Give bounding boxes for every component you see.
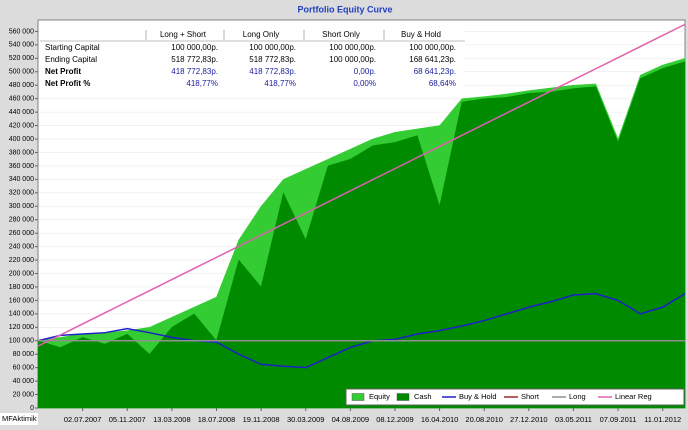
table-cell: 100 000,00р. <box>409 43 456 52</box>
table-cell: 68 641,23р. <box>414 67 456 76</box>
x-tick-label: 02.07.2007 <box>64 415 102 424</box>
y-tick-label: 200 000 <box>9 270 34 277</box>
y-tick-label: 380 000 <box>9 149 34 156</box>
y-tick-label: 320 000 <box>9 190 34 197</box>
summary-table: Long + Short Long Only Short Only Buy & Hol… <box>40 28 465 92</box>
x-tick-label: 19.11.2008 <box>243 415 280 424</box>
chart-title: Portfolio Equity Curve <box>297 4 392 14</box>
legend-label: Long <box>569 392 586 401</box>
legend-label: Short <box>521 392 540 401</box>
y-tick-label: 440 000 <box>9 109 34 116</box>
y-tick-label: 60 000 <box>13 364 35 371</box>
y-tick-label: 420 000 <box>9 122 34 129</box>
table-header: Short Only <box>322 30 360 39</box>
table-cell: 100 000,00р. <box>171 43 218 52</box>
row-label: Starting Capital <box>45 43 100 52</box>
y-tick-label: 260 000 <box>9 230 34 237</box>
legend-swatch <box>351 393 365 401</box>
table-header: Long + Short <box>160 30 207 39</box>
y-tick-label: 480 000 <box>9 82 34 89</box>
y-tick-label: 80 000 <box>13 351 35 358</box>
y-tick-label: 400 000 <box>9 136 34 143</box>
table-cell: 418,77% <box>186 79 218 88</box>
watermark-bg <box>0 413 38 425</box>
x-tick-label: 30.03.2009 <box>287 415 325 424</box>
table-cell: 100 000,00р. <box>329 43 376 52</box>
x-tick-label: 11.01.2012 <box>644 415 681 424</box>
x-tick-label: 13.03.2008 <box>153 415 191 424</box>
table-header: Buy & Hold <box>401 30 441 39</box>
table-cell: 68,64% <box>429 79 456 88</box>
y-tick-label: 180 000 <box>9 284 34 291</box>
x-tick-label: 27.12.2010 <box>510 415 548 424</box>
y-tick-label: 500 000 <box>9 69 34 76</box>
series-line <box>37 23 686 347</box>
row-label: Net Profit <box>45 67 81 76</box>
table-cell: 418 772,83р. <box>249 67 296 76</box>
y-tick-label: 300 000 <box>9 203 34 210</box>
y-tick-label: 160 000 <box>9 297 34 304</box>
y-tick-label: 520 000 <box>9 55 34 62</box>
y-tick-label: 340 000 <box>9 176 34 183</box>
x-tick-label: 08.12.2009 <box>376 415 414 424</box>
y-tick-label: 280 000 <box>9 217 34 224</box>
y-tick-label: 120 000 <box>9 324 34 331</box>
x-tick-label: 05.11.2007 <box>109 415 146 424</box>
x-tick-label: 03.05.2011 <box>555 415 592 424</box>
table-cell: 518 772,83р. <box>249 55 296 64</box>
table-cell: 0,00% <box>353 79 376 88</box>
y-tick-label: 460 000 <box>9 96 34 103</box>
x-tick-label: 04.08.2009 <box>332 415 370 424</box>
x-tick-label: 07.09.2011 <box>600 415 637 424</box>
table-cell: 518 772,83р. <box>171 55 218 64</box>
legend: Equity Cash Buy & Hold Short Long Linear Reg <box>345 388 685 406</box>
x-tick-label: 18.07.2008 <box>198 415 236 424</box>
legend-label: Cash <box>414 392 432 401</box>
row-label: Net Profit % <box>45 79 90 88</box>
y-tick-label: 240 000 <box>9 243 34 250</box>
legend-label: Linear Reg <box>615 392 652 401</box>
y-tick-label: 540 000 <box>9 42 34 49</box>
x-tick-label: 20.08.2010 <box>465 415 503 424</box>
y-tick-label: 220 000 <box>9 257 34 264</box>
table-cell: 100 000,00р. <box>329 55 376 64</box>
legend-label: Equity <box>369 392 390 401</box>
y-tick-label: 140 000 <box>9 311 34 318</box>
y-tick-label: 0 <box>30 405 34 412</box>
row-label: Ending Capital <box>45 55 97 64</box>
y-tick-label: 360 000 <box>9 163 34 170</box>
table-cell: 418 772,83р. <box>171 67 218 76</box>
table-cell: 0,00р. <box>354 67 376 76</box>
y-tick-label: 40 000 <box>13 378 35 385</box>
legend-swatch <box>396 393 410 401</box>
x-tick-label: 16.04.2010 <box>421 415 459 424</box>
watermark: MFAktimik <box>2 414 37 423</box>
series-line <box>37 292 686 369</box>
table-header: Long Only <box>243 30 279 39</box>
table-cell: 168 641,23р. <box>409 55 456 64</box>
table-bg <box>40 28 465 92</box>
y-tick-label: 20 000 <box>13 391 35 398</box>
y-tick-label: 100 000 <box>9 338 34 345</box>
table-cell: 418,77% <box>264 79 296 88</box>
y-tick-label: 560 000 <box>9 28 34 35</box>
legend-label: Buy & Hold <box>459 392 497 401</box>
table-cell: 100 000,00р. <box>249 43 296 52</box>
